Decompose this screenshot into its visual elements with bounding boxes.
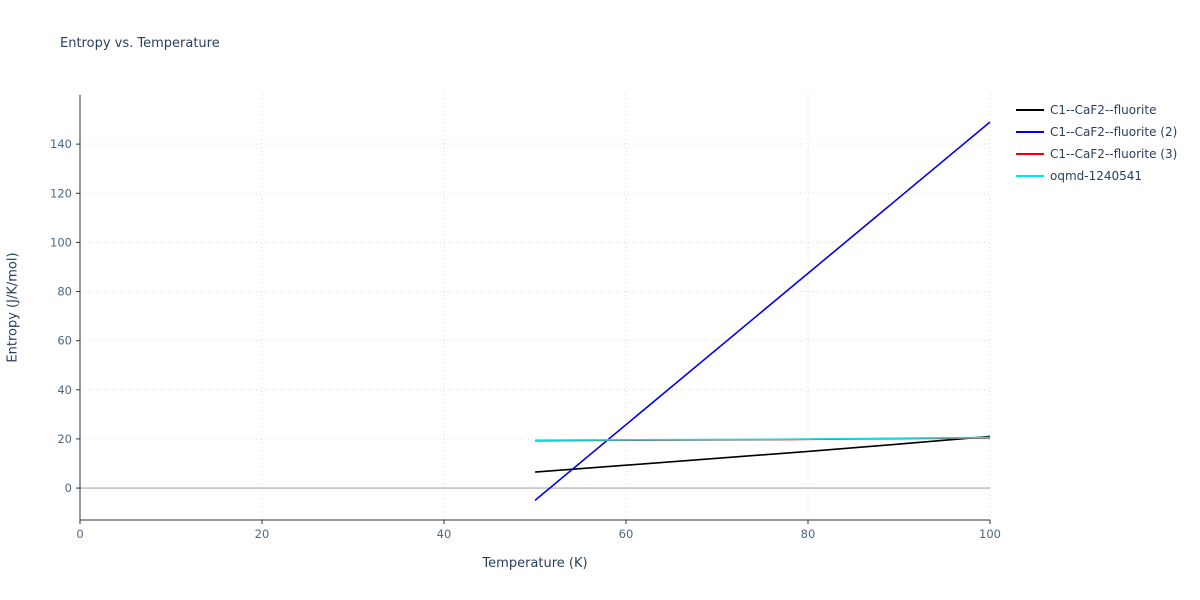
- y-tick-label: 120: [50, 186, 72, 200]
- x-tick-label: 20: [255, 527, 270, 541]
- chart-title: Entropy vs. Temperature: [60, 36, 220, 51]
- y-tick-label: 60: [57, 334, 72, 348]
- legend-item: C1--CaF2--fluorite (2): [1016, 125, 1177, 139]
- y-tick-label: 20: [57, 432, 72, 446]
- legend-item: oqmd-1240541: [1016, 169, 1142, 183]
- x-tick-label: 100: [979, 527, 1001, 541]
- y-tick-label: 0: [65, 481, 72, 495]
- series-line: [534, 121, 991, 501]
- legend-label: C1--CaF2--fluorite: [1050, 103, 1156, 117]
- y-tick-label: 140: [50, 137, 72, 151]
- legend-item: C1--CaF2--fluorite: [1016, 103, 1156, 117]
- series-line: [534, 435, 991, 473]
- legend-label: oqmd-1240541: [1050, 169, 1142, 183]
- x-tick-label: 60: [619, 527, 634, 541]
- legend-item: C1--CaF2--fluorite (3): [1016, 147, 1177, 161]
- series-line: [534, 436, 991, 441]
- x-tick-label: 80: [801, 527, 816, 541]
- legend-label: C1--CaF2--fluorite (2): [1050, 125, 1177, 139]
- x-tick-label: 0: [76, 527, 83, 541]
- y-tick-label: 40: [57, 383, 72, 397]
- y-axis-label: Entropy (J/K/mol): [5, 252, 21, 363]
- x-axis-label: Temperature (K): [482, 556, 588, 571]
- y-tick-label: 100: [50, 235, 72, 249]
- x-tick-label: 40: [437, 527, 452, 541]
- y-tick-label: 80: [57, 285, 72, 299]
- legend-label: C1--CaF2--fluorite (3): [1050, 147, 1177, 161]
